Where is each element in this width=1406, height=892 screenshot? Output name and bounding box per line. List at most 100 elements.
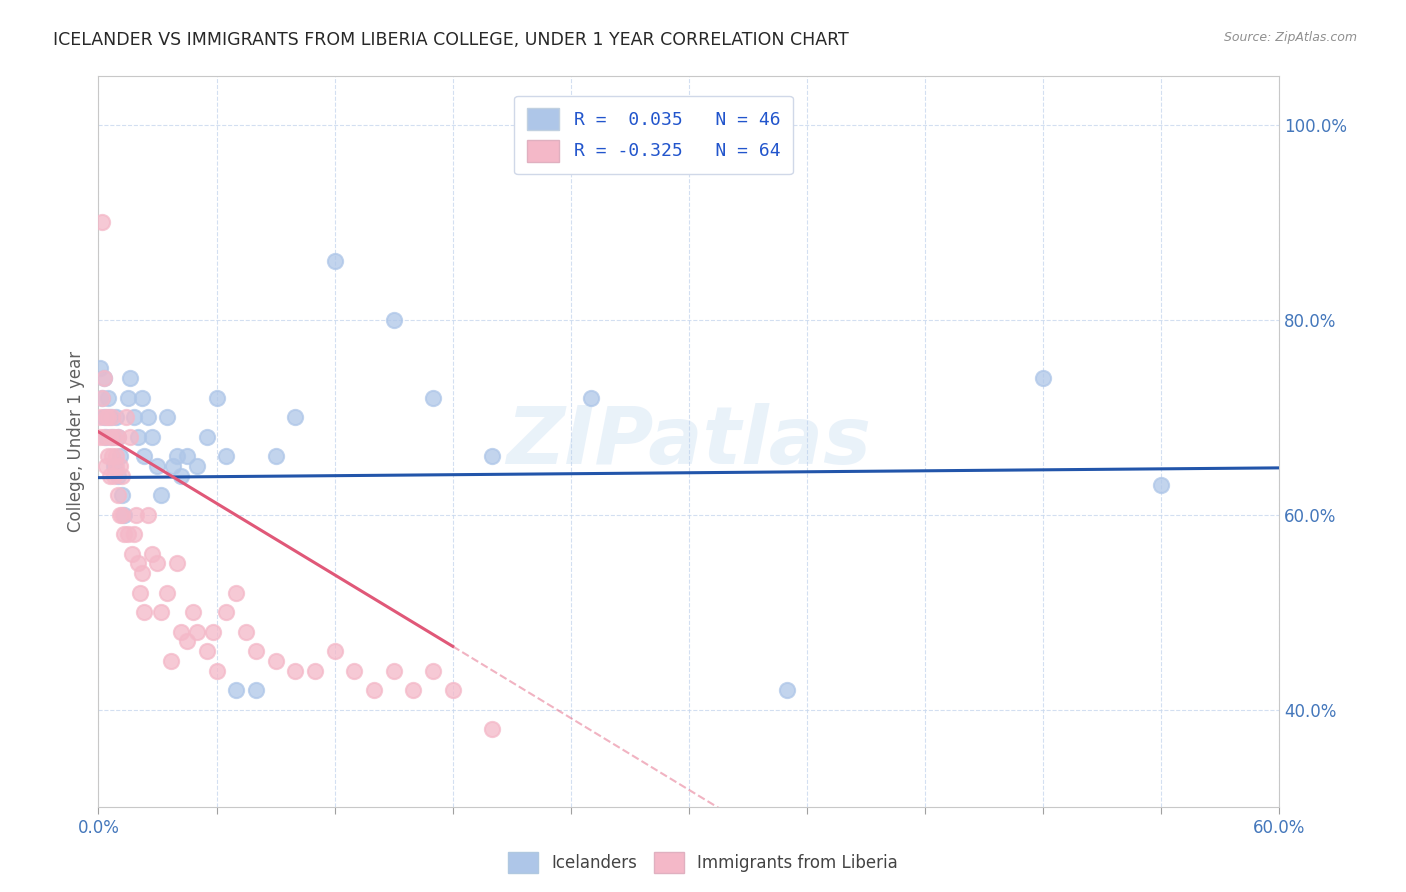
Point (141, 547, 163, 561)
Point (121, 547, 143, 561)
Point (245, 683, 267, 698)
Text: ZIPatlas: ZIPatlas (506, 402, 872, 481)
Point (107, 488, 129, 502)
Point (107, 430, 129, 444)
Legend: Icelanders, Immigrants from Liberia: Icelanders, Immigrants from Liberia (502, 846, 904, 880)
Point (96, 458, 118, 473)
Point (125, 508, 148, 522)
Point (101, 430, 124, 444)
Point (170, 468, 193, 483)
Point (382, 312, 405, 326)
Point (1150, 478, 1173, 492)
Point (111, 488, 134, 502)
Point (481, 723, 503, 737)
Point (97, 449, 120, 463)
Point (115, 410, 138, 425)
Point (117, 391, 139, 405)
Text: Source: ZipAtlas.com: Source: ZipAtlas.com (1223, 31, 1357, 45)
Point (108, 508, 131, 522)
Point (127, 430, 149, 444)
Point (89, 430, 111, 444)
Point (103, 430, 125, 444)
Point (131, 566, 153, 581)
Point (89, 410, 111, 425)
Point (141, 430, 163, 444)
Point (166, 557, 188, 571)
Point (284, 664, 307, 678)
Point (122, 527, 145, 541)
Point (127, 557, 149, 571)
Point (156, 410, 179, 425)
Point (225, 683, 247, 698)
Point (186, 624, 208, 639)
Point (105, 449, 128, 463)
Point (103, 458, 125, 473)
Point (422, 664, 444, 678)
Point (225, 585, 247, 599)
Point (170, 624, 193, 639)
Point (107, 468, 129, 483)
Point (323, 254, 346, 268)
Point (176, 449, 198, 463)
Point (205, 391, 228, 405)
Point (323, 644, 346, 658)
Point (93, 410, 115, 425)
Point (215, 449, 238, 463)
Point (103, 468, 125, 483)
Point (112, 527, 135, 541)
Point (111, 508, 134, 522)
Point (186, 458, 208, 473)
Point (363, 683, 385, 698)
Legend: R =  0.035   N = 46, R = -0.325   N = 64: R = 0.035 N = 46, R = -0.325 N = 64 (515, 95, 793, 174)
Point (195, 430, 218, 444)
Point (91, 215, 114, 229)
Point (264, 654, 287, 668)
Point (343, 664, 366, 678)
Point (105, 458, 128, 473)
Point (107, 430, 129, 444)
Point (146, 557, 169, 571)
Text: ICELANDER VS IMMIGRANTS FROM LIBERIA COLLEGE, UNDER 1 YEAR CORRELATION CHART: ICELANDER VS IMMIGRANTS FROM LIBERIA COL… (53, 31, 849, 49)
Point (93, 430, 115, 444)
Point (91, 391, 114, 405)
Point (176, 634, 198, 648)
Point (108, 449, 131, 463)
Point (776, 683, 799, 698)
Point (441, 683, 464, 698)
Point (97, 410, 120, 425)
Point (132, 605, 155, 619)
Point (402, 683, 425, 698)
Point (579, 391, 602, 405)
Point (150, 488, 173, 502)
Point (93, 371, 115, 385)
Point (235, 624, 257, 639)
Point (108, 458, 131, 473)
Point (91, 391, 114, 405)
Point (195, 644, 218, 658)
Point (111, 468, 134, 483)
Point (128, 585, 150, 599)
Point (132, 449, 155, 463)
Y-axis label: College, Under 1 year: College, Under 1 year (66, 351, 84, 533)
Point (245, 644, 267, 658)
Point (162, 458, 184, 473)
Point (118, 430, 141, 444)
Point (98, 430, 121, 444)
Point (101, 410, 124, 425)
Point (166, 449, 188, 463)
Point (160, 654, 183, 668)
Point (205, 664, 228, 678)
Point (98, 410, 121, 425)
Point (112, 508, 135, 522)
Point (284, 410, 307, 425)
Point (96, 430, 118, 444)
Point (382, 664, 405, 678)
Point (131, 391, 153, 405)
Point (481, 449, 503, 463)
Point (117, 527, 139, 541)
Point (98, 468, 121, 483)
Point (97, 391, 120, 405)
Point (422, 391, 444, 405)
Point (105, 410, 128, 425)
Point (122, 410, 145, 425)
